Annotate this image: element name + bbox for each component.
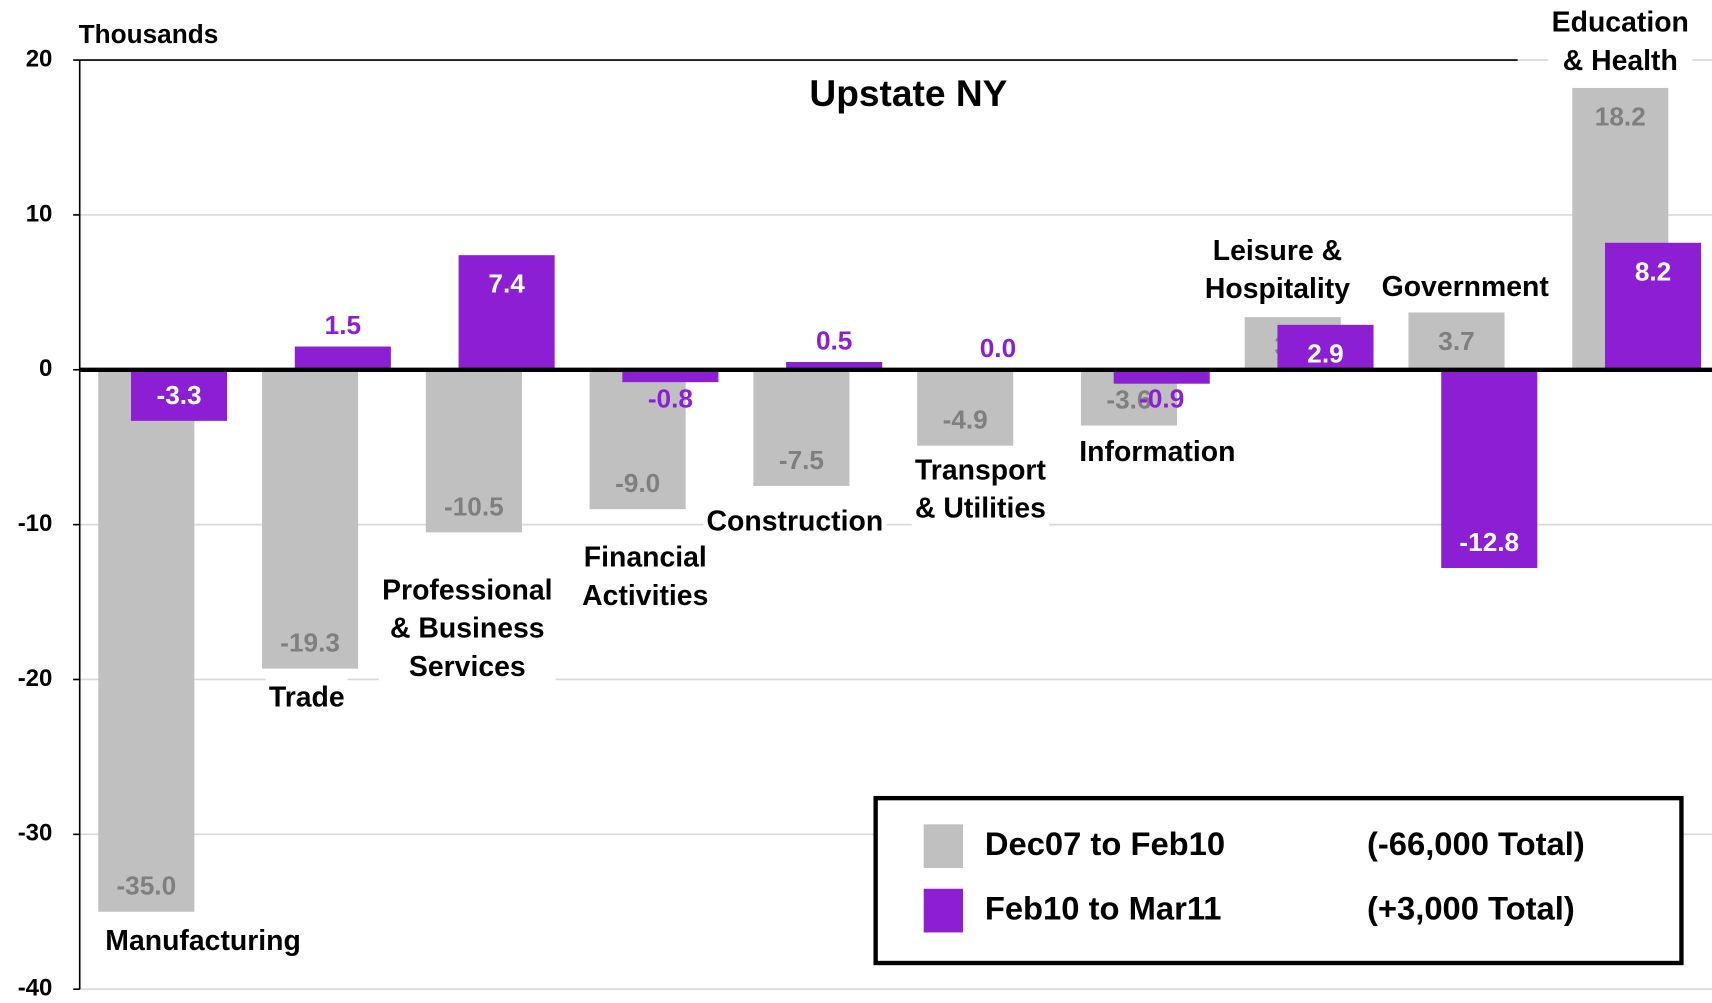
legend-box	[873, 795, 1684, 966]
chart-title: Upstate NY	[809, 72, 1007, 114]
bar	[1408, 312, 1505, 370]
category-label: Construction	[703, 502, 887, 541]
value-label: 18.2	[1595, 101, 1646, 131]
legend: Dec07 to Feb10 (-66,000 Total) Feb10 to Ma…	[873, 795, 1684, 966]
value-label: -3.6	[1106, 384, 1151, 414]
value-label: 3.7	[1438, 326, 1474, 356]
bar	[1441, 369, 1538, 568]
value-label: -19.3	[280, 628, 340, 658]
value-label: 7.4	[488, 269, 525, 299]
y-tick-label: -40	[18, 975, 53, 1002]
bar	[131, 369, 228, 421]
bar	[753, 369, 850, 486]
category-label: Government	[1378, 267, 1553, 306]
y-tick-label: -20	[18, 665, 53, 692]
y-tick-label: -30	[18, 820, 53, 847]
category-label: Transport & Utilities	[911, 450, 1050, 528]
legend-label: Dec07 to Feb10	[985, 825, 1225, 862]
bar	[262, 369, 359, 669]
bar	[589, 369, 686, 510]
category-label: Leisure & Hospitality	[1201, 231, 1354, 308]
bar	[786, 362, 883, 370]
value-label: 1.5	[325, 310, 361, 340]
value-label: -4.9	[943, 405, 988, 435]
value-label: -3.3	[156, 380, 201, 410]
bar	[1605, 242, 1702, 370]
value-label: 8.2	[1635, 256, 1671, 286]
y-tick-label: 20	[26, 45, 53, 72]
category-label: Financial Activities	[578, 538, 712, 615]
value-label: -9.0	[615, 468, 660, 498]
value-label: -7.5	[779, 445, 824, 475]
legend-label: Feb10 to Mar11	[985, 889, 1222, 926]
value-label: -35.0	[116, 871, 176, 901]
category-label: Education & Health	[1548, 3, 1693, 80]
category-label: Manufacturing	[102, 921, 305, 960]
bar	[425, 369, 522, 533]
value-label: 0.0	[980, 333, 1016, 363]
value-label: -12.8	[1459, 527, 1519, 557]
category-label: Information	[1076, 432, 1239, 471]
value-label: 0.5	[816, 325, 852, 355]
y-tick-label: 0	[39, 355, 52, 382]
y-tick-label: 10	[26, 200, 53, 227]
category-label: Professional & Business Services	[378, 571, 556, 686]
value-label: 2.9	[1307, 338, 1343, 368]
value-label: -10.5	[444, 491, 504, 521]
legend-total: (+3,000 Total)	[1367, 889, 1575, 926]
bar	[1113, 369, 1210, 384]
category-label: Trade	[265, 678, 348, 717]
y-tick-label: -10	[18, 510, 53, 537]
bar	[1277, 324, 1374, 370]
value-label: -0.9	[1139, 383, 1184, 413]
legend-swatch	[923, 888, 964, 933]
bar	[294, 346, 391, 370]
bar	[622, 369, 719, 383]
legend-swatch	[923, 824, 964, 869]
legend-total: (-66,000 Total)	[1367, 825, 1585, 862]
value-label: -0.8	[648, 383, 693, 413]
bar	[98, 369, 195, 912]
bar	[917, 369, 1014, 446]
y-axis-label: Thousands	[79, 19, 219, 49]
bar	[458, 255, 555, 370]
